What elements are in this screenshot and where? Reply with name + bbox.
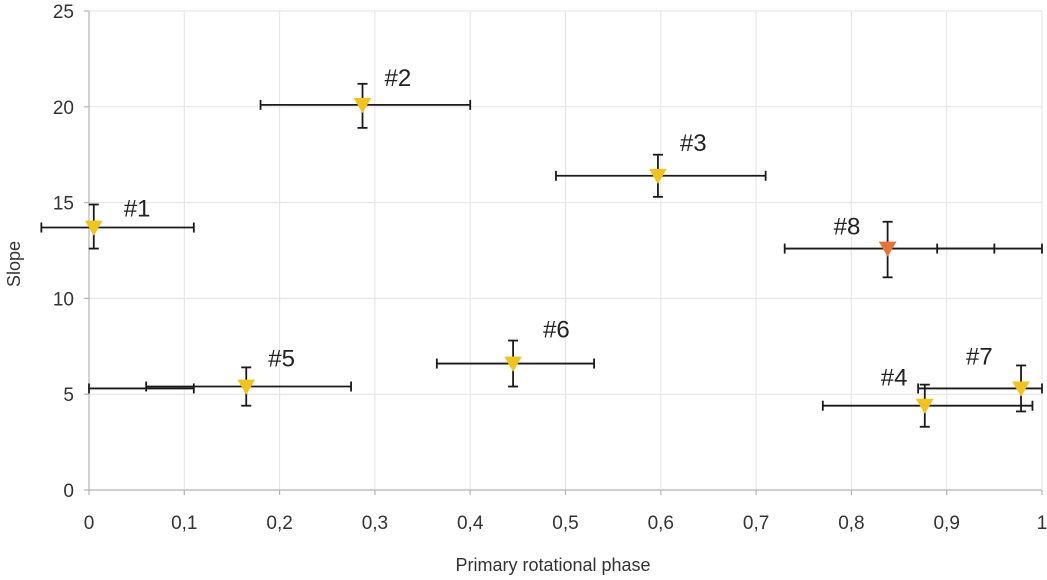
y-tick-label: 10 — [53, 289, 74, 310]
x-tick-label: 0,4 — [457, 513, 484, 534]
data-point-marker — [504, 356, 522, 372]
data-point-label: #5 — [268, 346, 295, 373]
x-axis-title: Primary rotational phase — [455, 555, 650, 575]
x-error-bar — [40, 222, 195, 233]
data-point-marker — [84, 220, 103, 236]
x-tick-label: 0,9 — [933, 513, 959, 534]
data-point-marker — [915, 398, 934, 414]
data-point-marker — [649, 168, 667, 184]
data-point-marker — [353, 97, 372, 114]
data-point-label: #3 — [680, 130, 707, 157]
data-point-marker — [237, 379, 256, 395]
x-tick-label: 0 — [84, 513, 95, 534]
x-tick-label: 0,2 — [266, 513, 292, 534]
y-tick-label: 25 — [53, 2, 74, 23]
grid-layer — [88, 10, 1043, 491]
x-tick-label: 1 — [1037, 513, 1047, 534]
data-point-label: #8 — [834, 214, 861, 241]
y-axis-title: Slope — [4, 241, 24, 287]
x-tick-label: 0,6 — [648, 513, 674, 534]
x-error-bar — [936, 243, 1043, 254]
y-tick-label: 20 — [53, 98, 74, 119]
y-tick-label: 5 — [63, 385, 74, 406]
point-label-layer: #1 #2 #3 #4 #5 #6 #7 #8 — [124, 65, 993, 392]
data-point-label: #7 — [966, 343, 993, 370]
data-point-label: #1 — [124, 196, 151, 223]
x-tick-label: 0,8 — [838, 513, 864, 534]
data-point-marker — [1012, 381, 1030, 397]
marker-layer — [84, 97, 1030, 414]
data-point-label: #6 — [543, 317, 570, 344]
data-point-marker — [878, 241, 897, 257]
x-error-bar — [88, 383, 195, 394]
data-point-label: #4 — [881, 365, 908, 392]
x-tick-label: 0,7 — [743, 513, 769, 534]
x-tick-label: 0,3 — [362, 513, 388, 534]
data-point-label: #2 — [385, 65, 412, 92]
y-tick-label: 15 — [53, 194, 74, 215]
x-tick-label: 0,5 — [552, 513, 578, 534]
x-tick-label: 0,1 — [171, 513, 197, 534]
y-tick-label: 0 — [63, 481, 74, 502]
